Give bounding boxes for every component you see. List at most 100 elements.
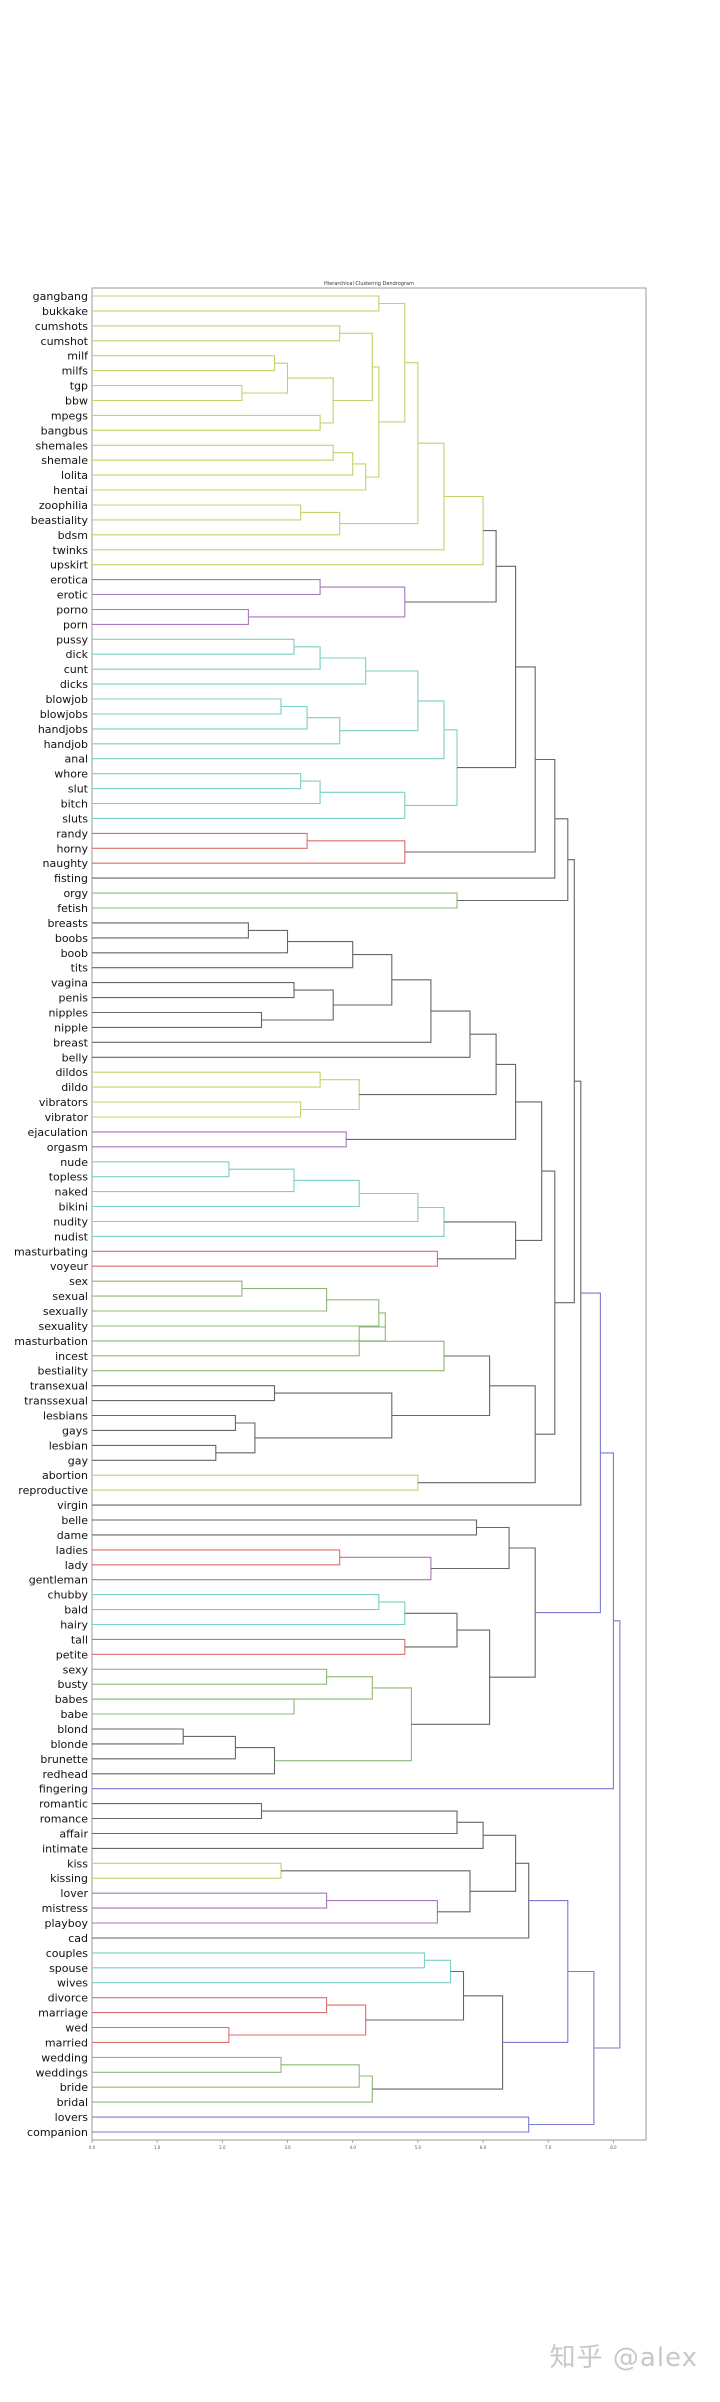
leaf-label: mpegs: [51, 409, 88, 422]
cluster-link: [535, 1170, 556, 1435]
leaf-label: transsexual: [24, 1395, 88, 1408]
leaf-label: chubby: [48, 1589, 89, 1602]
cluster-link: [300, 1079, 360, 1111]
cluster-link: [92, 1728, 184, 1745]
leaf-label: blonde: [51, 1738, 89, 1751]
leaf-label: married: [45, 2036, 88, 2049]
leaf-label: porn: [63, 618, 88, 631]
leaf-label: intimate: [42, 1842, 88, 1855]
leaf-label: tall: [71, 1633, 88, 1646]
leaf-label: wed: [65, 2022, 88, 2035]
cluster-link: [92, 511, 341, 536]
leaf-label: dicks: [60, 678, 88, 691]
cluster-link: [404, 530, 497, 603]
leaf-label: couples: [46, 1947, 89, 1960]
cluster-link: [92, 1250, 438, 1267]
cluster-link: [92, 1959, 452, 1984]
cluster-link: [92, 698, 282, 715]
leaf-label: masturbation: [14, 1335, 88, 1348]
cluster-link: [437, 1221, 517, 1260]
cluster-link: [92, 929, 289, 954]
cluster-link: [228, 2004, 367, 2036]
cluster-link: [528, 1970, 595, 2126]
cluster-link: [92, 1556, 432, 1581]
leaf-label: divorce: [48, 1992, 89, 2005]
cluster-link: [411, 1629, 491, 1725]
leaf-label: bald: [64, 1604, 88, 1617]
leaf-label: babes: [55, 1693, 88, 1706]
leaf-label: lesbians: [43, 1410, 88, 1423]
leaf-label: fingering: [39, 1783, 88, 1796]
leaf-label: blowjobs: [40, 708, 89, 721]
leaf-label: petite: [56, 1648, 88, 1661]
cluster-link: [92, 414, 321, 431]
leaf-label: horny: [56, 842, 88, 855]
leaf-label: belly: [62, 1051, 89, 1064]
cluster-link: [92, 1192, 419, 1223]
cluster-link: [333, 332, 373, 402]
leaf-label: bbw: [65, 395, 88, 408]
cluster-link: [365, 1970, 465, 2021]
leaf-label: orgy: [63, 887, 88, 900]
cluster-link: [92, 1952, 425, 1969]
cluster-link: [92, 2075, 373, 2103]
leaf-label: sexual: [52, 1290, 88, 1303]
leaf-label: romantic: [39, 1798, 88, 1811]
leaf-label: lesbian: [49, 1439, 88, 1452]
leaf-label: zoophilia: [39, 499, 88, 512]
leaf-label: vibrator: [45, 1111, 89, 1124]
leaf-label: wives: [57, 1977, 88, 1990]
leaf-label: topless: [49, 1171, 89, 1184]
leaf-label: wedding: [41, 2051, 88, 2064]
leaf-label: hairy: [60, 1619, 88, 1632]
leaf-label: vagina: [51, 977, 88, 990]
leaf-label: gay: [68, 1454, 89, 1467]
cluster-link: [92, 705, 308, 730]
x-tick-label: 7.0: [545, 2145, 552, 2150]
cluster-link: [92, 2056, 282, 2073]
cluster-link: [92, 1698, 295, 1715]
leaf-label: lover: [60, 1887, 88, 1900]
leaf-label: pussy: [56, 633, 88, 646]
leaf-label: nudity: [53, 1216, 88, 1229]
cluster-link: [241, 362, 289, 394]
leaf-labels: gangbang bukkake cumshots cumshot milf milfs t…: [14, 290, 89, 2139]
x-tick-label: 2.0: [219, 2145, 226, 2150]
leaf-label: belle: [61, 1514, 88, 1527]
cluster-link: [287, 377, 334, 424]
leaf-label: bdsm: [58, 529, 88, 542]
cluster-link: [92, 495, 484, 566]
leaf-label: tits: [71, 962, 89, 975]
leaf-label: sexy: [63, 1663, 89, 1676]
leaf-label: abortion: [42, 1469, 88, 1482]
cluster-link: [404, 729, 458, 806]
leaf-label: gangbang: [33, 290, 88, 303]
leaf-label: breast: [53, 1036, 89, 1049]
leaf-label: mistress: [42, 1902, 89, 1915]
cluster-link: [372, 1995, 504, 2090]
cluster-link: [92, 1161, 230, 1178]
cluster-link: [92, 1414, 236, 1431]
cluster-link: [92, 941, 354, 969]
cluster-link: [457, 565, 517, 769]
cluster-link: [92, 1299, 380, 1327]
cluster-link: [92, 1900, 438, 1924]
cluster-link: [92, 1810, 458, 1835]
leaf-label: incest: [55, 1350, 89, 1363]
plot-frame: [91, 287, 647, 2141]
dendrogram-links: [92, 295, 621, 2133]
cluster-link: [404, 1612, 458, 1648]
cluster-link: [92, 646, 321, 670]
leaf-label: kiss: [67, 1857, 88, 1870]
cluster-link: [92, 1638, 406, 1655]
leaf-label: ejaculation: [28, 1126, 88, 1139]
leaf-label: voyeur: [50, 1260, 88, 1273]
leaf-label: erotica: [50, 574, 88, 587]
leaf-label: cumshots: [35, 320, 88, 333]
leaf-label: bride: [60, 2081, 89, 2094]
cluster-link: [333, 954, 393, 1006]
leaf-label: companion: [27, 2126, 88, 2139]
cluster-link: [92, 1280, 243, 1297]
cluster-link: [92, 1010, 471, 1058]
cluster-link: [92, 700, 445, 760]
